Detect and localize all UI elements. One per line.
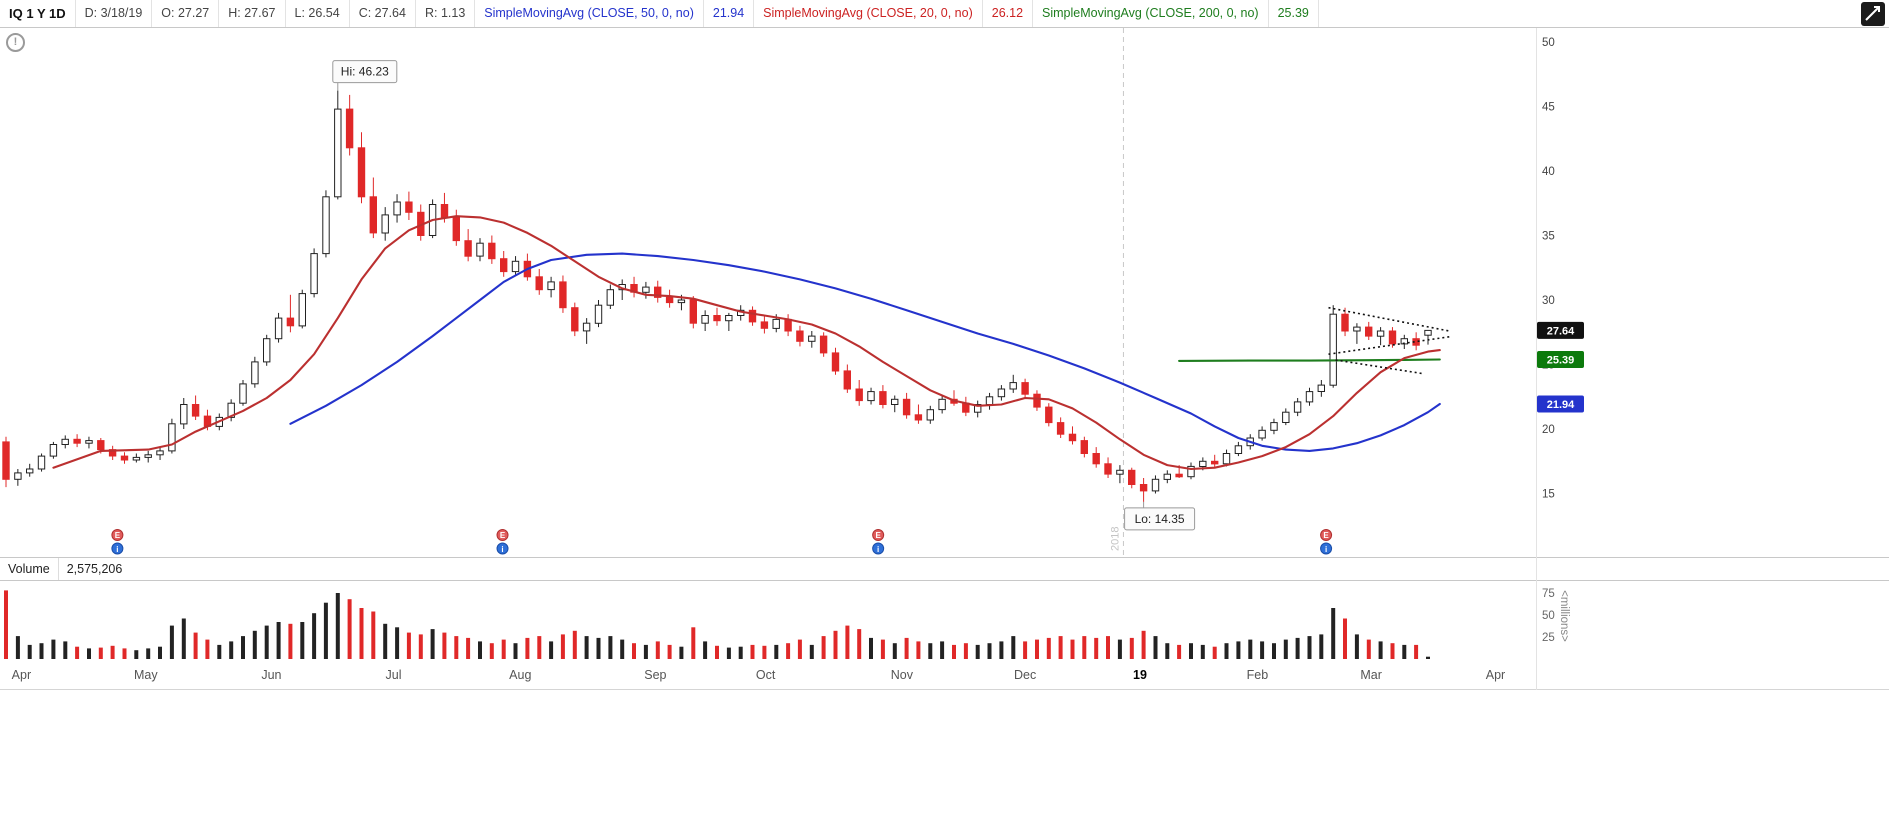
svg-text:i: i (116, 545, 118, 554)
volume-axis-unit-label: <millions> (1558, 590, 1570, 642)
x-axis-month-label: Apr (1485, 668, 1506, 682)
svg-text:i: i (1325, 545, 1327, 554)
axis-separator-line (1536, 28, 1537, 690)
volume-bars (4, 590, 1430, 659)
price-axis-tick: 45 (1542, 102, 1555, 114)
volume-axis-tick: 50 (1542, 610, 1555, 622)
price-axis-tick: 50 (1542, 37, 1555, 49)
svg-text:E: E (115, 531, 121, 540)
sma200-price-tag: 25.39 (1537, 351, 1584, 368)
price-axis-tick: 15 (1542, 489, 1555, 501)
x-axis-month-label: Jun (261, 668, 282, 682)
ohlc-indicator-readout: IQ 1 Y 1D D: 3/18/19 O: 27.27 H: 27.67 L: 26… (0, 0, 1319, 27)
svg-text:E: E (500, 531, 506, 540)
svg-text:i: i (877, 545, 879, 554)
svg-text:Hi: 46.23: Hi: 46.23 (341, 65, 389, 79)
earnings-icon[interactable] (111, 529, 124, 541)
x-axis-month-label: Oct (755, 668, 776, 682)
price-chart-canvas[interactable]: 2018EiEiEiEi152025303540455027.6425.3921… (0, 28, 1889, 557)
open-readout: O: 27.27 (152, 0, 220, 27)
candlesticks (2, 90, 1432, 502)
low-readout: L: 26.54 (286, 0, 350, 27)
earnings-icon[interactable] (496, 529, 509, 541)
chart-toolbar: IQ 1 Y 1D D: 3/18/19 O: 27.27 H: 27.67 L: 26… (0, 0, 1889, 28)
price-axis-tick: 40 (1542, 166, 1555, 178)
trendline[interactable] (1335, 359, 1423, 375)
alert-icon[interactable]: ! (6, 33, 25, 52)
news-icon[interactable] (1320, 542, 1333, 555)
trendline-tool-icon (1861, 2, 1885, 26)
x-axis-month-label: Jul (385, 668, 402, 682)
sma200-value: 25.39 (1269, 0, 1319, 27)
date-readout: D: 3/18/19 (76, 0, 153, 27)
earnings-icon[interactable] (872, 529, 885, 541)
event-marker[interactable]: Ei (1320, 529, 1333, 555)
svg-text:i: i (501, 545, 503, 554)
high-readout: H: 27.67 (219, 0, 286, 27)
volume-pane-header: Volume 2,575,206 (0, 557, 1889, 581)
trendline[interactable] (1328, 306, 1450, 332)
x-axis-month-label: Nov (890, 668, 913, 682)
svg-text:27.64: 27.64 (1547, 325, 1575, 337)
svg-text:Lo: 14.35: Lo: 14.35 (1135, 512, 1185, 526)
high-callout: Hi: 46.23 (332, 60, 398, 91)
sma-50-line (289, 252, 1441, 452)
sma50-value: 21.94 (704, 0, 755, 27)
news-icon[interactable] (872, 542, 885, 555)
x-axis-month-label: Aug (509, 668, 532, 682)
price-axis-tick: 35 (1542, 231, 1555, 243)
sma-20-line (52, 215, 1441, 471)
last-price-tag: 27.64 (1537, 321, 1584, 339)
close-readout: C: 27.64 (350, 0, 416, 27)
price-axis-tick: 30 (1542, 295, 1555, 307)
volume-current-value: 2,575,206 (66, 562, 123, 576)
sma20-indicator[interactable]: SimpleMovingAvg (CLOSE, 20, 0, no) (754, 0, 983, 27)
trendline-tool-button[interactable] (1861, 2, 1885, 26)
event-marker[interactable]: Ei (111, 529, 124, 555)
volume-chart-canvas[interactable]: 25 50 75 (0, 581, 1889, 662)
sma50-price-tag: 21.94 (1537, 395, 1584, 413)
x-axis-month-label: Apr (11, 668, 32, 682)
volume-axis-tick: 75 (1542, 588, 1555, 600)
volume-axis[interactable]: 25 50 75 (1542, 588, 1555, 644)
x-axis-month-label: Sep (644, 668, 667, 682)
news-icon[interactable] (111, 542, 124, 555)
low-callout: Lo: 14.35 (1124, 501, 1196, 531)
svg-text:E: E (1323, 531, 1329, 540)
volume-pane-title: Volume (0, 558, 59, 580)
sma20-value: 26.12 (983, 0, 1034, 27)
sma50-indicator[interactable]: SimpleMovingAvg (CLOSE, 50, 0, no) (475, 0, 704, 27)
svg-text:25.39: 25.39 (1547, 354, 1575, 366)
news-icon[interactable] (496, 542, 509, 555)
x-axis-month-label: Feb (1246, 668, 1269, 682)
sma200-indicator[interactable]: SimpleMovingAvg (CLOSE, 200, 0, no) (1033, 0, 1269, 27)
event-marker[interactable]: Ei (872, 529, 885, 555)
price-pane: 2018EiEiEiEi152025303540455027.6425.3921… (0, 28, 1889, 557)
volume-pane: 25 50 75 (0, 581, 1889, 662)
earnings-icon[interactable] (1320, 529, 1333, 541)
symbol-timeframe[interactable]: IQ 1 Y 1D (0, 0, 76, 27)
time-axis[interactable]: Apr May Jun Jul Aug Sep Oct Nov Dec 19 Feb Mar Apr (0, 662, 1889, 690)
volume-axis-tick: 25 (1542, 632, 1555, 644)
svg-text:E: E (875, 531, 881, 540)
svg-text:21.94: 21.94 (1547, 399, 1575, 411)
price-axis-tick: 20 (1542, 424, 1555, 436)
x-axis-month-label: May (133, 668, 158, 682)
event-marker[interactable]: Ei (496, 529, 509, 555)
trendline[interactable] (1328, 336, 1450, 355)
x-axis-month-label: Dec (1013, 668, 1037, 682)
year-divider-label: 2018 (1109, 527, 1121, 551)
x-axis-month-label: Mar (1360, 668, 1382, 682)
sma-200-line (1178, 358, 1441, 362)
range-readout: R: 1.13 (416, 0, 476, 27)
x-axis-month-label: 19 (1133, 668, 1147, 682)
